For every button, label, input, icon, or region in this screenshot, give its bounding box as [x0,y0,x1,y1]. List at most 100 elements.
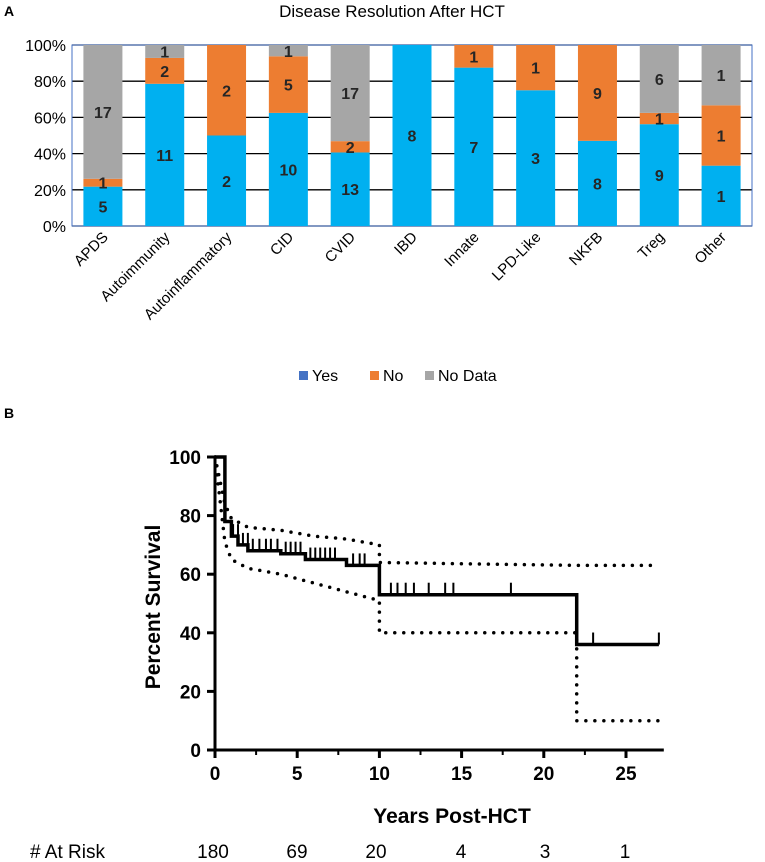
legend-label: No Data [438,368,497,385]
data-label: 9 [655,168,664,185]
bar-yes-cid [268,112,308,226]
legend-swatch [425,371,434,380]
chart-a-x-tick: CVID [322,229,359,266]
chart-a-x-tick: Other [691,229,730,268]
bar-no-data-cid [268,45,308,57]
bar-no-data-other [701,45,741,106]
chart-b-y-tick: 100 [169,448,201,469]
chart-a-y-tick: 100% [25,38,66,55]
data-label: 2 [222,83,231,100]
chart-b-y-axis-label: Percent Survival [142,525,165,690]
bar-no-other [701,105,741,166]
bar-yes-autoimmunity [145,83,185,227]
data-label: 1 [717,129,726,146]
bar-no-autoinflammatory [207,45,247,136]
legend-swatch [370,371,379,380]
data-label: 1 [160,44,169,61]
bar-no-autoimmunity [145,57,185,84]
chart-b-y-tick: 0 [190,741,201,762]
lower-ci-curve [213,455,661,723]
chart-a-y-tick: 80% [34,74,66,91]
chart-a-x-tick: Innate [441,229,483,271]
data-label: 1 [655,112,664,129]
disease-resolution-chart: Disease Resolution After HCT 51171121221… [25,2,753,385]
chart-b-y-tick: 40 [180,624,201,645]
chart-a-y-tick: 40% [34,147,66,164]
chart-b-y-tick: 80 [180,507,201,528]
data-label: 17 [94,105,112,122]
data-label: 5 [284,78,293,95]
at-risk-value: 180 [197,842,229,862]
chart-a-legend: Yes No No Data [299,368,497,385]
survival-curve [215,455,659,647]
bar-yes-autoinflammatory [207,135,247,226]
at-risk-values: 180 69 20 4 3 1 [197,842,630,862]
bar-no-lpd-like [516,45,556,91]
data-label: 5 [98,199,107,216]
bar-no-data-apds [83,45,123,179]
bar-no-data-treg [639,45,679,113]
bar-yes-cvid [330,152,370,226]
chart-a-y-tick: 20% [34,183,66,200]
chart-b-censor-marks [232,524,660,645]
at-risk-label: # At Risk [30,842,105,862]
data-label: 1 [469,49,478,66]
at-risk-value: 1 [620,842,631,862]
data-label: 2 [222,174,231,191]
data-label: 2 [346,140,355,157]
chart-b-x-axis-label: Years Post-HCT [373,805,531,828]
at-risk-value: 4 [456,842,467,862]
bar-no-apds [83,178,123,187]
panel-a-label: A [4,3,14,19]
bar-no-treg [639,112,679,125]
data-label: 3 [531,151,540,168]
legend-label: Yes [312,368,338,385]
bar-no-cid [268,56,308,113]
panel-b-label: B [4,405,14,421]
chart-b-x-tick: 20 [533,764,554,785]
chart-a-bars [83,45,741,227]
bar-no-cvid [330,141,370,153]
bar-yes-lpd-like [516,90,556,226]
chart-a-y-tick: 60% [34,110,66,127]
chart-a-title: Disease Resolution After HCT [279,2,505,21]
data-label: 17 [341,86,359,103]
bar-yes-apds [83,186,123,226]
bar-no-data-cvid [330,45,370,142]
bar-no-nkfb [577,45,617,141]
data-label: 8 [408,129,417,146]
legend-label: No [383,368,404,385]
bar-no-data-autoimmunity [145,45,185,58]
chart-a-y-tick: 0% [43,219,66,236]
chart-b-x-tick: 5 [292,764,303,785]
at-risk-value: 3 [540,842,551,862]
chart-b-x-tick: 25 [615,764,637,785]
data-label: 1 [717,189,726,206]
chart-a-x-tick: APDS [71,229,112,270]
chart-b-x-tick: 15 [451,764,473,785]
bar-yes-nkfb [577,140,617,226]
data-label: 1 [284,44,293,61]
bar-yes-ibd [392,45,432,226]
chart-a-x-tick: LPD-Like [489,229,545,285]
chart-b-x-tick: 10 [369,764,390,785]
chart-a-x-tick: IBD [391,229,421,259]
chart-a-x-tick: CID [267,229,297,259]
data-label: 1 [717,68,726,85]
chart-b-y-tick: 20 [180,682,201,703]
data-label: 2 [160,64,169,81]
chart-a-x-tick: Treg [635,229,668,262]
data-label: 13 [341,182,359,199]
data-label: 7 [469,140,478,157]
data-label: 8 [593,176,602,193]
data-label: 1 [98,176,107,193]
chart-b-y-tick: 60 [180,565,201,586]
bar-yes-innate [454,67,494,226]
chart-b-lines [213,455,661,723]
chart-a-x-tick: NKFB [566,229,606,269]
data-label: 11 [156,148,173,165]
